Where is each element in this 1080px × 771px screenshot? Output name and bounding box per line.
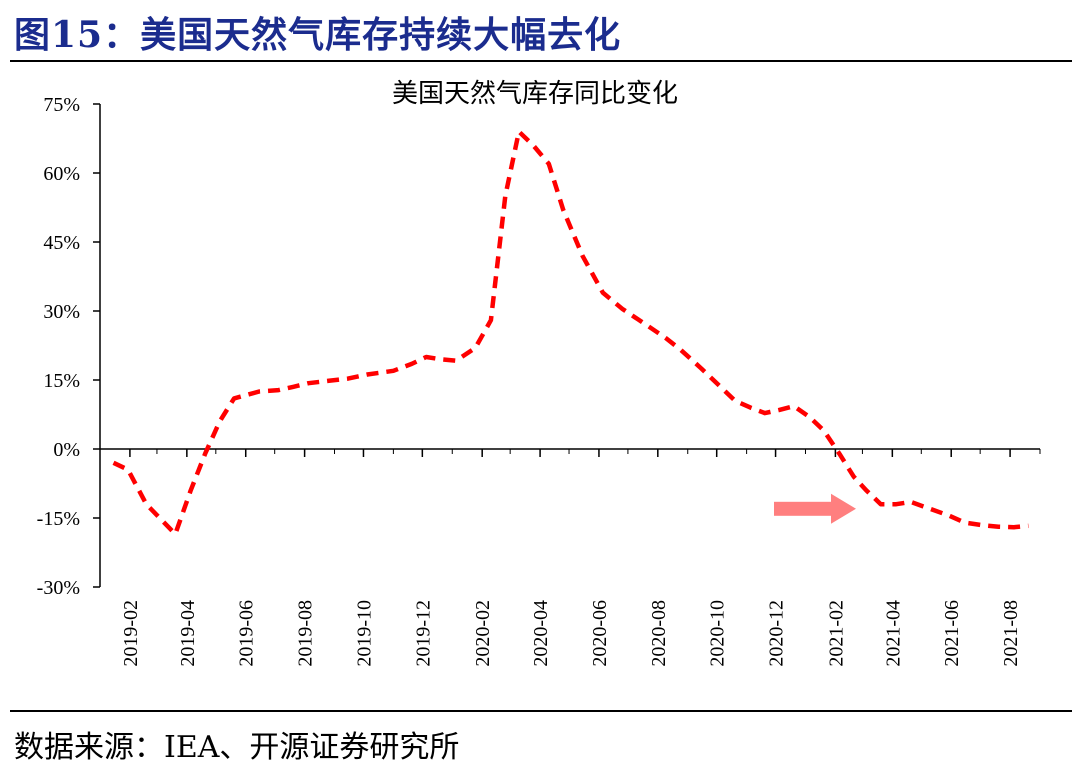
y-axis: 75% 60% 45% 30% 15% 0% -15% -30% (37, 94, 101, 599)
x-tick-label: 2021-06 (941, 600, 963, 667)
figure-header: 图15：美国天然气库存持续大幅去化 (0, 0, 1080, 62)
x-tick-label: 2020-04 (530, 600, 552, 667)
x-tick-label: 2019-04 (177, 600, 199, 667)
y-tick-label: 0% (53, 439, 80, 461)
x-tick-label: 2021-04 (882, 600, 904, 667)
series-line (112, 129, 1029, 537)
x-tick-label: 2019-12 (412, 600, 434, 667)
y-tick-label: 30% (43, 301, 80, 323)
chart-title: 美国天然气库存同比变化 (392, 79, 678, 109)
arrow-head (831, 493, 856, 524)
x-tick-label: 2020-02 (472, 600, 494, 667)
source-note: 数据来源：IEA、开源证券研究所 (14, 730, 460, 765)
x-axis: 2019-02 2019-04 2019-06 2019-08 2019-10 2019-… (99, 448, 1041, 667)
x-tick-label: 2019-10 (353, 600, 375, 667)
y-tick-label: 60% (43, 163, 80, 185)
arrow-shaft (774, 501, 832, 516)
x-tick-label: 2021-02 (825, 600, 847, 667)
y-tick-label: 75% (43, 94, 80, 116)
x-tick-label: 2020-06 (589, 600, 611, 667)
x-tick-label: 2020-10 (707, 600, 729, 667)
y-tick-label: -15% (37, 508, 80, 530)
y-tick-label: 45% (43, 232, 80, 254)
top-divider (10, 60, 1072, 62)
y-tick-label: -30% (37, 577, 80, 599)
x-tick-label: 2019-06 (236, 600, 258, 667)
x-tick-label: 2019-08 (295, 600, 317, 667)
line-chart: 美国天然气库存同比变化 75% 60% 45% 30% 15% 0% -15% -30% 20… (37, 79, 1041, 667)
x-tick-label: 2020-08 (648, 600, 670, 667)
x-tick-label: 2021-08 (1000, 600, 1022, 667)
series-layer (112, 129, 1029, 537)
figure-title: 图15：美国天然气库存持续大幅去化 (14, 14, 622, 56)
annotation-layer (774, 493, 856, 524)
x-tick-label: 2019-02 (120, 600, 142, 667)
y-tick-label: 15% (43, 370, 80, 392)
x-tick-label: 2020-12 (766, 600, 788, 667)
bottom-divider (10, 710, 1072, 712)
